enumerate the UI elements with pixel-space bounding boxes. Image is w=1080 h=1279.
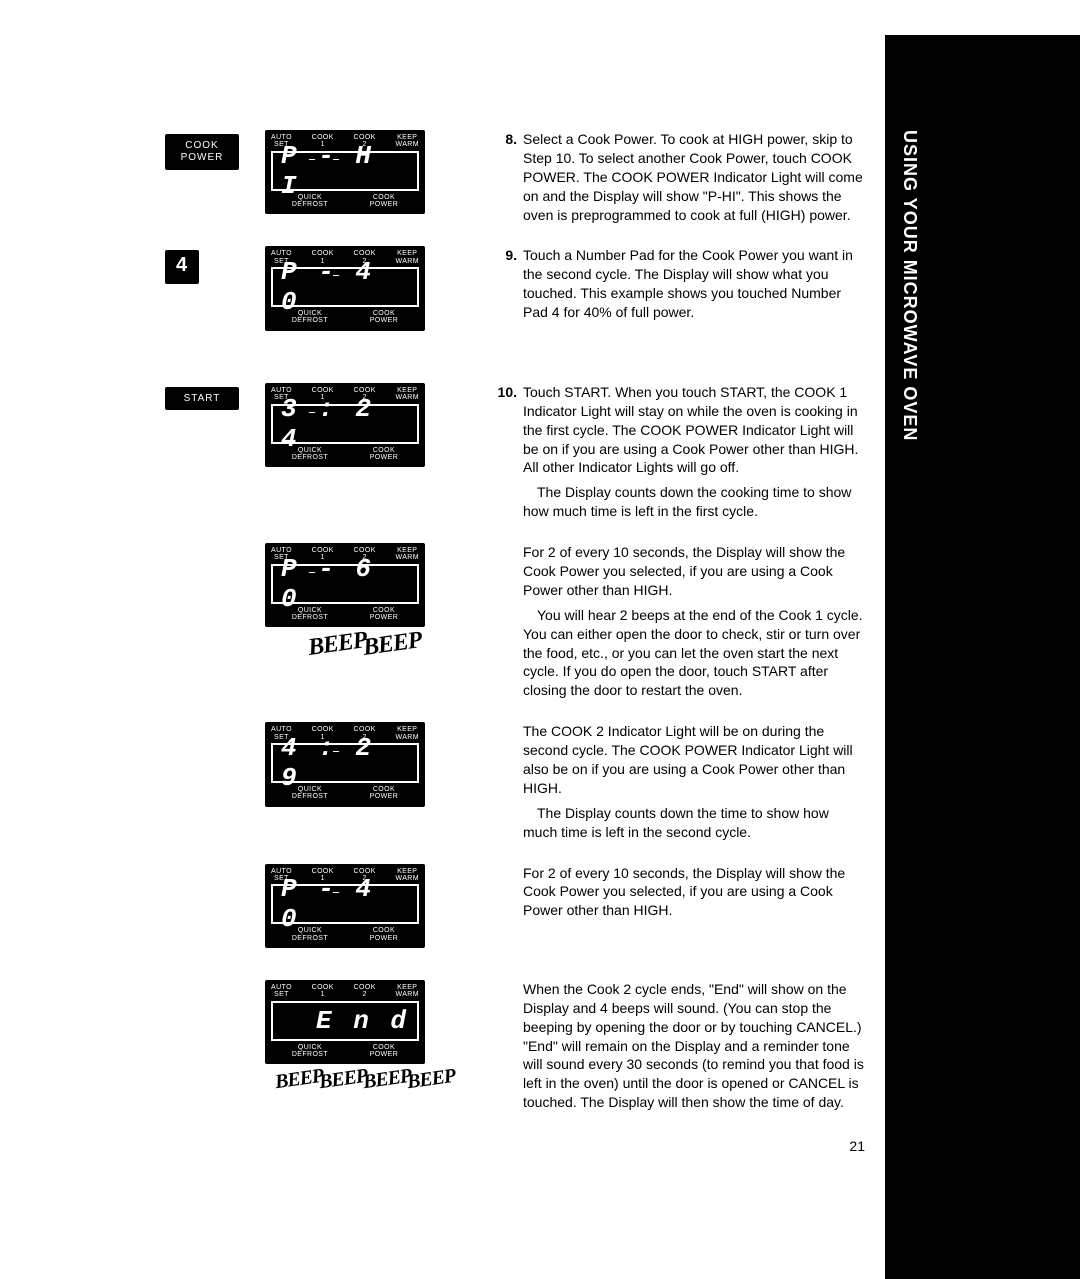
step-10-row-a: START AUTO SETCOOK 1COOK 2KEEP WARM—3 : … [155,383,865,521]
display-3: AUTO SETCOOK 1COOK 2KEEP WARM—3 : 2 4QUI… [265,383,425,467]
step-10-p1: Touch START. When you touch START, the C… [523,383,865,477]
step-10-p5: The COOK 2 Indicator Light will be on du… [523,722,865,798]
step-10-p4: You will hear 2 beeps at the end of the … [523,606,865,700]
step-10-row-b: AUTO SETCOOK 1COOK 2KEEP WARM—P - 6 0QUI… [155,543,865,700]
side-tab-label: USING YOUR MICROWAVE OVEN [899,130,920,441]
step-10-row-d: AUTO SETCOOK 1COOK 2KEEP WARM—P - 4 0QUI… [155,864,865,948]
step-9-row: 4 AUTO SETCOOK 1COOK 2KEEP WARM—P - 4 0Q… [155,246,865,330]
step-8-text: Select a Cook Power. To cook at HIGH pow… [523,130,865,224]
display-6: AUTO SETCOOK 1COOK 2KEEP WARM—P - 4 0QUI… [265,864,425,948]
beep-2: BEEPBEEP [265,631,465,658]
step-10-p7: For 2 of every 10 seconds, the Display w… [523,864,865,921]
step-10-row-e: AUTO SETCOOK 1COOK 2KEEP WARME n dQUICK … [155,980,865,1112]
step-8-num: 8. [495,130,517,224]
step-10-row-c: AUTO SETCOOK 1COOK 2KEEP WARM—4 : 2 9QUI… [155,722,865,841]
beep-4: BEEPBEEPBEEPBEEP [265,1068,465,1091]
step-10-p8: When the Cook 2 cycle ends, "End" will s… [523,980,865,1112]
page-number: 21 [849,1138,865,1154]
step-10-p3: For 2 of every 10 seconds, the Display w… [523,543,865,600]
display-7: AUTO SETCOOK 1COOK 2KEEP WARME n dQUICK … [265,980,425,1064]
step-9-text: Touch a Number Pad for the Cook Power yo… [523,246,865,322]
page-content: COOK POWER AUTO SETCOOK 1COOK 2KEEP WARM… [155,130,865,1134]
step-10-num: 10. [495,383,517,521]
number-4-button: 4 [165,250,199,284]
cook-power-button: COOK POWER [165,134,239,170]
step-8-row: COOK POWER AUTO SETCOOK 1COOK 2KEEP WARM… [155,130,865,224]
step-10-p6: The Display counts down the time to show… [523,804,865,842]
step-10-p2: The Display counts down the cooking time… [523,483,865,521]
display-1: AUTO SETCOOK 1COOK 2KEEP WARM——P - H IQU… [265,130,425,214]
display-5: AUTO SETCOOK 1COOK 2KEEP WARM—4 : 2 9QUI… [265,722,425,806]
display-4: AUTO SETCOOK 1COOK 2KEEP WARM—P - 6 0QUI… [265,543,425,627]
step-9-num: 9. [495,246,517,322]
start-button: START [165,387,239,410]
display-2: AUTO SETCOOK 1COOK 2KEEP WARM—P - 4 0QUI… [265,246,425,330]
